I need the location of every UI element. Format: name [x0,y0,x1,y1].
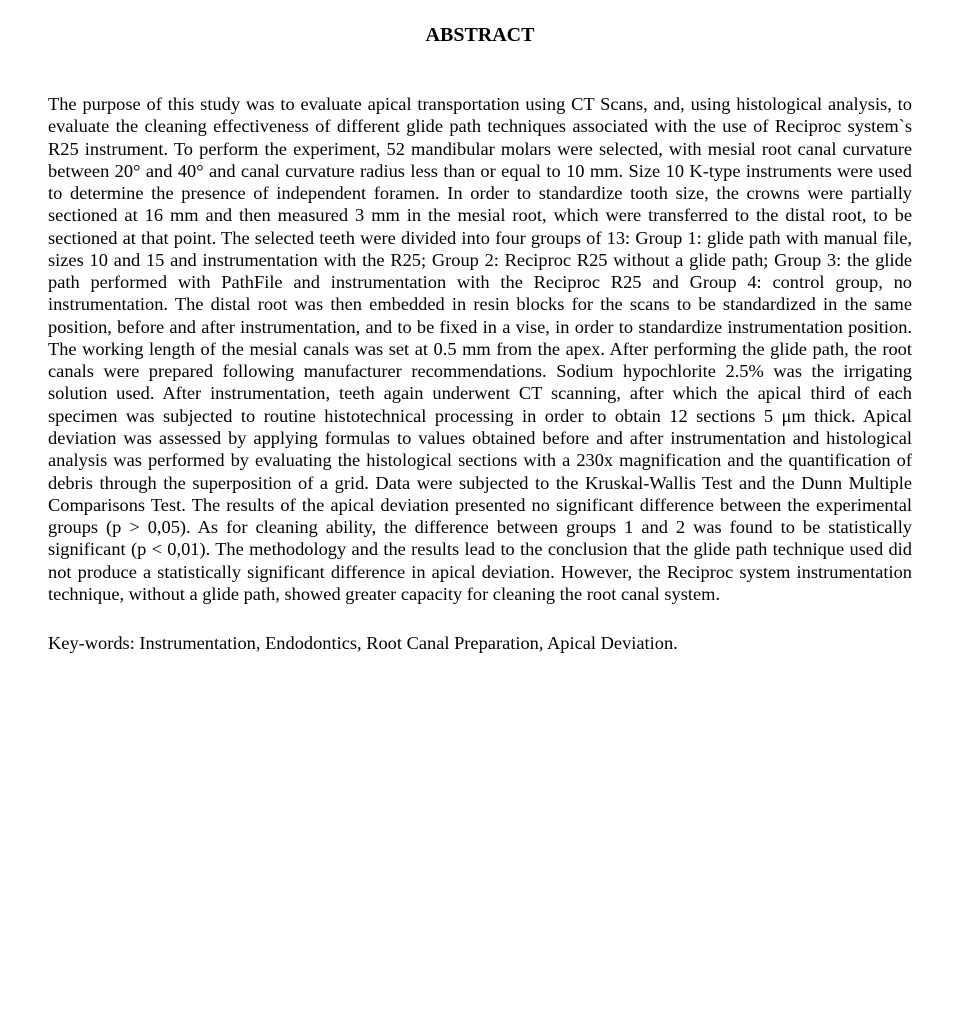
abstract-body: The purpose of this study was to evaluat… [48,93,912,605]
abstract-title: ABSTRACT [48,24,912,47]
keywords-line: Key-words: Instrumentation, Endodontics,… [48,633,912,654]
